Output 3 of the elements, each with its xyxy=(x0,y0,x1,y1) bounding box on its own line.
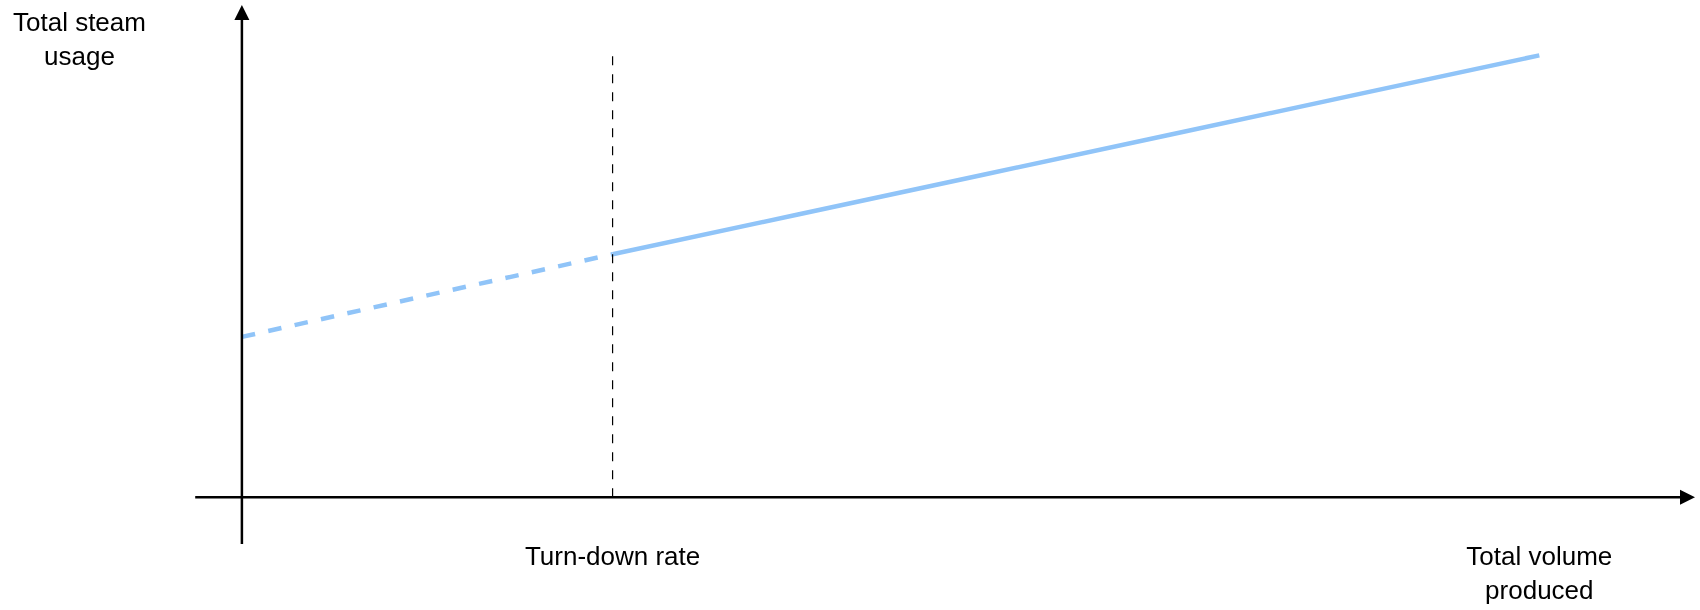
x-tick-label: Turn-down rate xyxy=(524,541,701,571)
x-tick-label: Total volume produced xyxy=(1466,541,1613,605)
y-axis-title: Total steam usage xyxy=(13,7,146,71)
